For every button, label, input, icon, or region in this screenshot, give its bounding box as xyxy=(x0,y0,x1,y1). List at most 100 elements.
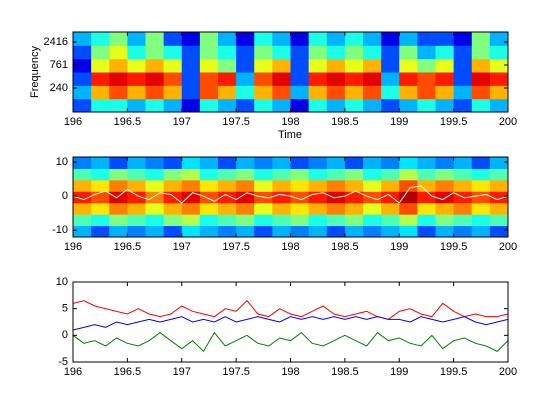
heatmap-cell xyxy=(254,85,273,100)
heatmap-cell xyxy=(127,45,146,60)
heatmap-cell xyxy=(435,32,455,46)
heatmap-cell xyxy=(399,85,418,100)
heatmap-cell xyxy=(308,225,328,238)
heatmap-cell xyxy=(435,225,455,238)
heatmap-cell xyxy=(163,179,183,192)
heatmap-cell xyxy=(272,179,291,192)
heatmap-cell xyxy=(290,72,310,86)
heatmap-cell xyxy=(127,85,146,100)
heatmap-cell xyxy=(218,32,237,46)
heatmap-cell xyxy=(91,179,110,192)
x-tick-label: 198.5 xyxy=(331,116,359,128)
x-tick-label: 199 xyxy=(390,241,408,253)
heatmap-cell xyxy=(91,157,110,169)
heatmap-cell xyxy=(326,202,346,215)
heatmap-cell xyxy=(199,202,219,215)
heatmap-cell xyxy=(91,225,110,238)
heatmap-cell xyxy=(471,98,491,113)
heatmap-cell xyxy=(308,85,328,100)
heatmap-cell xyxy=(254,202,273,215)
heatmap-cell xyxy=(435,98,455,113)
heatmap-cell xyxy=(435,85,455,100)
heatmap-cell xyxy=(236,45,255,60)
heatmap-cell xyxy=(381,157,400,169)
heatmap-cell xyxy=(73,214,92,227)
heatmap-cell xyxy=(109,202,128,215)
heatmap-cell xyxy=(145,157,165,169)
heatmap-cell xyxy=(272,225,291,238)
heatmap-cell xyxy=(163,202,183,215)
heatmap-cell xyxy=(91,72,110,86)
heatmap-cell xyxy=(91,32,110,46)
heatmap-cell xyxy=(127,72,146,86)
heatmap-cell xyxy=(199,191,219,204)
heatmap-cell xyxy=(363,214,382,227)
heatmap-cell xyxy=(308,214,328,227)
heatmap-cell xyxy=(363,32,382,46)
heatmap-cell xyxy=(145,72,165,86)
heatmap-cell xyxy=(308,191,328,204)
heatmap-cell xyxy=(91,202,110,215)
heatmap-cell xyxy=(417,202,436,215)
heatmap-cell xyxy=(489,72,509,86)
x-tick-label: 199 xyxy=(390,366,408,378)
heatmap-cell xyxy=(417,214,436,227)
heatmap-cell xyxy=(453,98,473,113)
heatmap-cell xyxy=(308,168,328,181)
y-tick-label: 10 xyxy=(56,276,68,288)
heatmap-cell xyxy=(435,179,455,192)
heatmap-cell xyxy=(254,58,273,73)
heatmap-cell xyxy=(326,98,346,113)
heatmap-cell xyxy=(181,179,201,192)
heatmap-cell xyxy=(199,58,219,73)
heatmap-cell xyxy=(308,202,328,215)
heatmap-cell xyxy=(163,32,183,46)
heatmap-cell xyxy=(127,191,146,204)
heatmap-cell xyxy=(381,191,400,204)
heatmap-cell xyxy=(109,72,128,86)
heatmap-cell xyxy=(344,85,364,100)
heatmap-cell xyxy=(109,85,128,100)
heatmap-cell xyxy=(109,58,128,73)
heatmap-cell xyxy=(73,179,92,192)
heatmap-cell xyxy=(326,72,346,86)
x-tick-label: 197 xyxy=(173,366,191,378)
heatmap-cell xyxy=(73,32,92,46)
heatmap-cell xyxy=(363,225,382,238)
heatmap-cell xyxy=(344,225,364,238)
heatmap-cell xyxy=(399,98,418,113)
heatmap-cell xyxy=(145,45,165,60)
heatmap-cell xyxy=(272,32,291,46)
heatmap-cell xyxy=(435,191,455,204)
heatmap-cell xyxy=(272,72,291,86)
heatmap-cell xyxy=(489,168,509,181)
heatmap-cell xyxy=(181,98,201,113)
heatmap-cell xyxy=(163,157,183,169)
heatmap-cell xyxy=(326,168,346,181)
heatmap-cell xyxy=(290,214,310,227)
heatmap-cell xyxy=(272,202,291,215)
heatmap-cell xyxy=(163,168,183,181)
heatmap-cell xyxy=(363,98,382,113)
heatmap-cell xyxy=(471,58,491,73)
heatmap-cell xyxy=(326,157,346,169)
x-tick-label: 198.5 xyxy=(331,241,359,253)
heatmap-cell xyxy=(471,85,491,100)
heatmap-cell xyxy=(381,168,400,181)
heatmap-cell xyxy=(417,168,436,181)
y-tick-label: 0 xyxy=(62,190,68,202)
heatmap-cell xyxy=(489,85,509,100)
heatmap-cell xyxy=(471,179,491,192)
heatmap-cell xyxy=(127,168,146,181)
heatmap-cell xyxy=(453,32,473,46)
heatmap-cell xyxy=(435,157,455,169)
heatmap-cell xyxy=(181,225,201,238)
heatmap-cell xyxy=(489,98,509,113)
heatmap-cell xyxy=(471,202,491,215)
heatmap-cell xyxy=(73,58,92,73)
heatmap-cell xyxy=(326,85,346,100)
heatmap-cell xyxy=(399,157,418,169)
heatmap-cell xyxy=(181,157,201,169)
heatmap-cell xyxy=(145,191,165,204)
heatmap-cell xyxy=(381,58,400,73)
